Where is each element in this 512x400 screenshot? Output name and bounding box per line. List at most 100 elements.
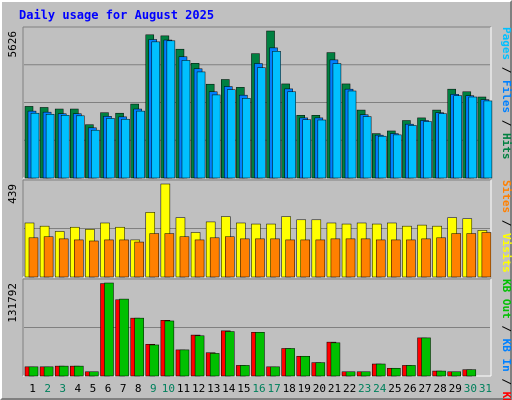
bar-pages [332, 63, 342, 179]
bar-pages [227, 89, 236, 179]
x-tick-label: 16 [252, 382, 265, 395]
bar-sites [89, 240, 99, 278]
x-tick-label: 4 [75, 382, 82, 395]
x-tick-label: 27 [418, 382, 431, 395]
x-tick-label: 9 [150, 382, 157, 395]
ymax-label: 131792 [6, 283, 19, 323]
x-tick-label: 21 [328, 382, 341, 395]
bar-sites [270, 238, 280, 278]
x-tick-label: 29 [449, 382, 462, 395]
bar-kb-out [285, 348, 295, 377]
bar-sites [225, 236, 235, 278]
x-tick-label: 15 [237, 382, 250, 395]
x-tick-label: 31 [479, 382, 492, 395]
bar-kb-out [209, 353, 220, 377]
bar-kb-out [43, 366, 54, 377]
x-tick-label: 5 [90, 382, 97, 395]
bar-sites [330, 238, 341, 278]
x-tick-label: 22 [343, 382, 356, 395]
legend-item: Hits [500, 133, 512, 160]
legend-item: Pages [500, 27, 512, 60]
bar-sites [255, 238, 265, 278]
bar-pages [468, 96, 478, 179]
panel-visits: 439 Sites / Visits [6, 179, 512, 278]
bar-kb-out [119, 298, 129, 377]
bar-pages [287, 91, 296, 179]
bar-kb-out [315, 362, 326, 377]
bar-kb-out [104, 282, 114, 377]
bar-sites [164, 233, 175, 278]
bar-pages [453, 95, 462, 179]
bar-pages [60, 115, 70, 179]
bar-sites [194, 239, 205, 278]
x-tick-label: 12 [192, 382, 205, 395]
legend-item: Sites [500, 180, 512, 213]
x-tick-label: 28 [434, 382, 447, 395]
bar-pages [362, 116, 372, 179]
bar-sites [406, 239, 416, 278]
x-tick-label: 3 [59, 382, 66, 395]
bar-sites [375, 239, 386, 278]
ymax-label: 439 [6, 184, 19, 204]
bar-sites [28, 237, 39, 278]
bar-pages [91, 129, 100, 179]
bar-sites [74, 239, 84, 278]
bar-kb-out [28, 366, 39, 377]
legend-separator: / [500, 60, 512, 80]
bar-kb-out [179, 349, 190, 377]
bar-sites [421, 238, 431, 278]
bar-pages [377, 135, 387, 179]
x-tick-label: 19 [298, 382, 311, 395]
bar-sites [149, 233, 160, 278]
bar-sites [209, 237, 220, 278]
bar-kb-out [74, 365, 84, 377]
bar-pages [106, 118, 115, 179]
bar-pages [151, 41, 161, 179]
bar-sites [345, 238, 356, 278]
bar-pages [30, 112, 40, 179]
bar-kb-out [436, 370, 446, 377]
bar-kb-out [466, 369, 477, 377]
bar-sites [451, 233, 461, 278]
bar-kb-out [225, 331, 235, 377]
bar-sites [104, 239, 114, 278]
bar-pages [181, 60, 191, 179]
bar-kb-out [360, 371, 371, 377]
bar-sites [179, 236, 190, 278]
bar-pages [438, 113, 447, 179]
x-tick-label: 23 [358, 382, 371, 395]
bar-kb-out [330, 342, 341, 377]
bar-sites [285, 239, 295, 278]
bar-sites [315, 239, 326, 278]
bar-kb-out [391, 367, 401, 377]
bar-pages [196, 71, 206, 179]
legend-separator: / [500, 113, 512, 133]
bar-sites [119, 239, 129, 278]
x-tick-label: 13 [207, 382, 220, 395]
legend: Sites / Visits [500, 180, 512, 273]
legend-item: KB In [500, 339, 512, 372]
bar-kb-out [270, 366, 280, 377]
bar-sites [300, 239, 310, 278]
bar-pages [166, 40, 176, 179]
bar-pages [211, 94, 221, 179]
bar-sites [391, 239, 401, 278]
bar-kb-out [255, 331, 265, 377]
x-tick-label: 8 [135, 382, 142, 395]
panel-hits: 5626 Pages / Files / Hits [6, 26, 512, 179]
bar-kb-out [375, 363, 386, 377]
x-tick-label: 10 [162, 382, 175, 395]
bar-sites [360, 238, 371, 278]
bar-pages [393, 134, 402, 179]
bar-sites [466, 233, 477, 278]
x-tick-label: 17 [267, 382, 280, 395]
bar-pages [257, 67, 266, 179]
legend-item: KB Out [500, 279, 512, 319]
bar-pages [121, 118, 130, 179]
bar-pages [347, 90, 357, 179]
bar-pages [483, 100, 493, 179]
bar-pages [423, 121, 432, 179]
x-tick-label: 20 [313, 382, 326, 395]
bar-kb-out [451, 371, 461, 377]
